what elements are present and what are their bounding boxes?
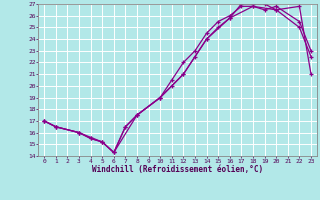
X-axis label: Windchill (Refroidissement éolien,°C): Windchill (Refroidissement éolien,°C) xyxy=(92,165,263,174)
